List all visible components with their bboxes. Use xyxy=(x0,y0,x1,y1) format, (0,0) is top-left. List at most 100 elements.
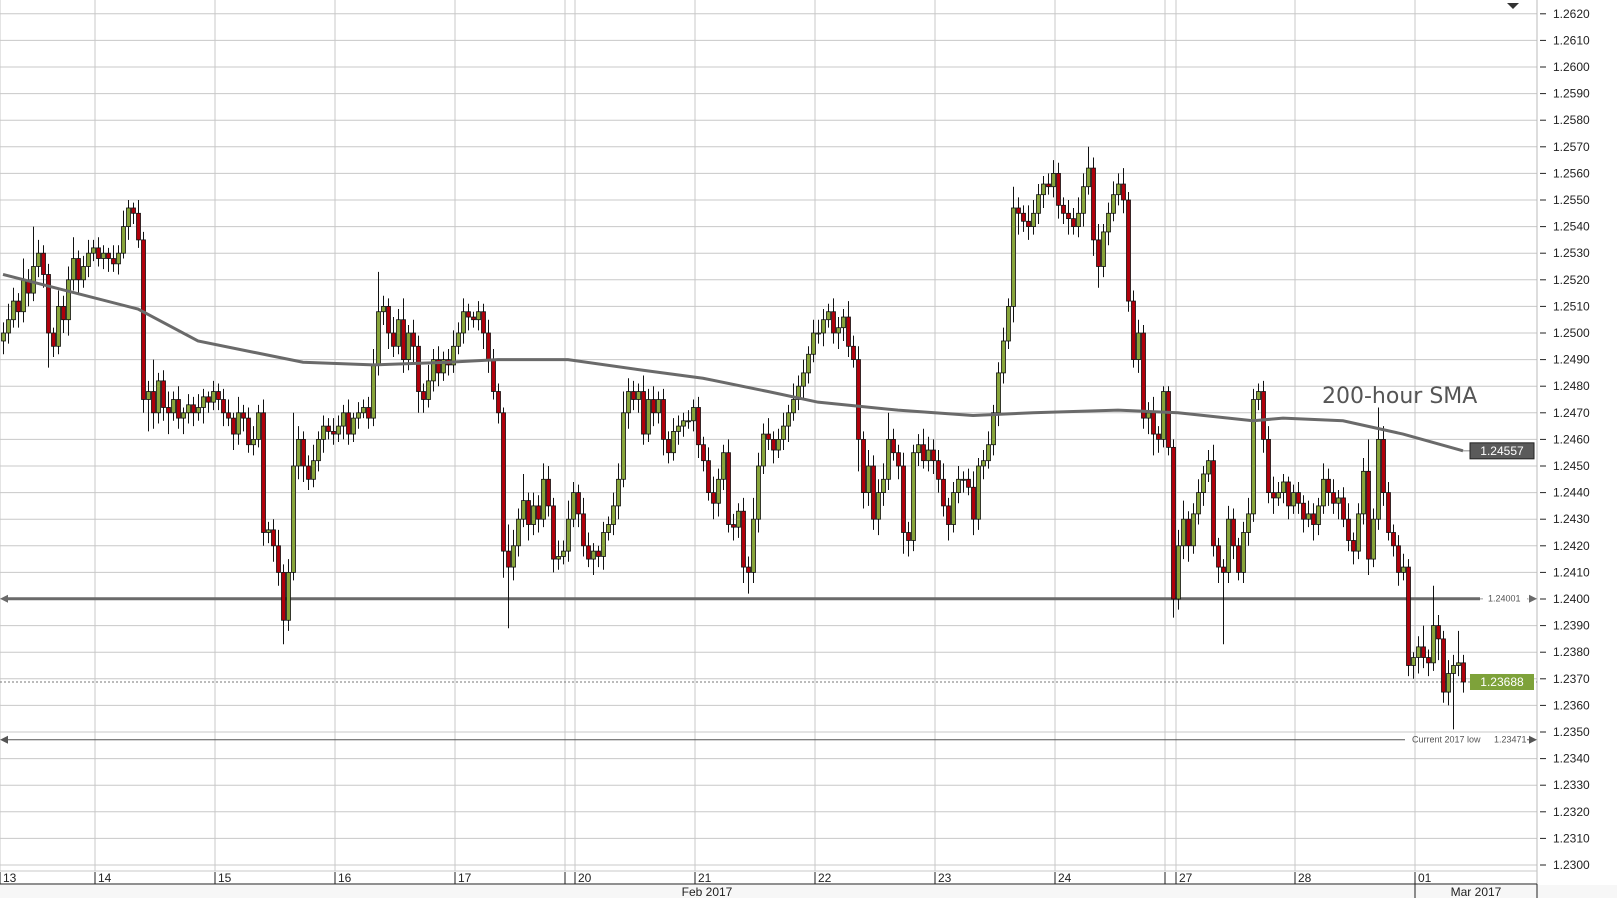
candle-body-down xyxy=(1026,220,1031,227)
candle-body-up xyxy=(451,345,456,366)
candle xyxy=(116,245,121,275)
candle-body-up xyxy=(1316,505,1321,525)
candle xyxy=(581,497,586,557)
candle xyxy=(461,298,466,344)
candle xyxy=(11,287,16,328)
candle-body-up xyxy=(1451,665,1456,674)
y-tick-label: 1.2340 xyxy=(1553,752,1590,766)
candle xyxy=(381,295,386,326)
candle-body-down xyxy=(61,305,66,321)
candle-body-up xyxy=(841,316,846,329)
candle xyxy=(651,386,656,427)
candle-body-up xyxy=(431,359,436,382)
candle xyxy=(451,330,456,373)
candle-body-down xyxy=(481,311,486,334)
candle xyxy=(1311,503,1316,541)
candle-body-down xyxy=(16,300,21,313)
candle-body-down xyxy=(871,465,876,520)
candle xyxy=(731,513,736,541)
candle xyxy=(741,497,746,584)
candle-body-up xyxy=(561,550,566,557)
candle xyxy=(501,407,506,578)
candle-body-up xyxy=(781,425,786,440)
candle xyxy=(721,444,726,490)
candle xyxy=(121,210,126,259)
candle-body-up xyxy=(1136,332,1141,361)
candle-body-down xyxy=(936,460,941,480)
candle xyxy=(251,426,256,456)
candle xyxy=(401,298,406,373)
candle xyxy=(1211,444,1216,557)
candle xyxy=(736,503,741,538)
candle-body-down xyxy=(1126,199,1131,302)
candle-body-up xyxy=(291,465,296,573)
candle-body-down xyxy=(46,274,51,334)
candle xyxy=(826,303,831,328)
candle xyxy=(541,463,546,528)
candle xyxy=(1246,497,1251,546)
candle-body-down xyxy=(971,486,976,520)
candle-body-up xyxy=(571,492,576,520)
candle xyxy=(1181,500,1186,560)
candle-body-up xyxy=(611,505,616,525)
candle-body-up xyxy=(1081,186,1086,214)
candle xyxy=(496,383,501,424)
x-tick-label: 23 xyxy=(938,871,952,885)
candle-body-up xyxy=(71,258,76,281)
candle-body-up xyxy=(1411,657,1416,666)
candle-body-up xyxy=(776,438,781,451)
candle-body-up xyxy=(91,247,96,254)
candle xyxy=(806,346,811,384)
candle xyxy=(191,396,196,427)
candle xyxy=(231,412,236,451)
candle-body-down xyxy=(1421,646,1426,658)
candle-body-up xyxy=(721,452,726,480)
candle-body-up xyxy=(1181,518,1186,547)
candle xyxy=(366,396,371,429)
candle-body-down xyxy=(221,399,226,414)
candle xyxy=(1111,181,1116,222)
x-tick-label: 20 xyxy=(578,871,592,885)
candle xyxy=(1371,508,1376,568)
candle xyxy=(546,466,551,517)
candle xyxy=(601,521,606,570)
candle xyxy=(136,200,141,248)
candle xyxy=(976,458,981,530)
candle-body-down xyxy=(496,391,501,414)
candle xyxy=(1031,200,1036,235)
candle-body-down xyxy=(1386,492,1391,533)
candle xyxy=(426,364,431,408)
candle-body-up xyxy=(1101,231,1106,267)
candle-body-down xyxy=(486,332,491,361)
candle-body-up xyxy=(761,433,766,467)
candle-body-up xyxy=(716,478,721,504)
candle xyxy=(1106,202,1111,246)
candle xyxy=(801,359,806,400)
candle-body-up xyxy=(441,359,446,374)
candle xyxy=(1461,654,1466,693)
candle-body-up xyxy=(21,279,26,313)
candle xyxy=(981,450,986,480)
price-axis[interactable]: 1.2300 1.2310 1.2320 1.2330 1.2340 1.2350 1.23… xyxy=(1469,7,1590,872)
candle-body-up xyxy=(836,327,841,334)
candle xyxy=(386,298,391,349)
candle-body-down xyxy=(906,532,911,541)
candle-body-down xyxy=(1331,492,1336,504)
x-tick-label: 28 xyxy=(1298,871,1312,885)
candle xyxy=(1036,184,1041,224)
candle-body-up xyxy=(101,252,106,259)
candle-body-up xyxy=(1036,194,1041,214)
candle xyxy=(1451,654,1456,730)
dropdown-triangle-icon[interactable] xyxy=(1507,3,1519,9)
grid xyxy=(0,0,1538,885)
candle xyxy=(906,521,911,557)
candle xyxy=(1131,290,1136,368)
candle-body-down xyxy=(466,311,471,318)
candle xyxy=(1196,479,1201,525)
candle-body-down xyxy=(1341,497,1346,520)
candle-body-up xyxy=(1041,183,1046,196)
candle-body-up xyxy=(521,500,526,520)
candle-body-up xyxy=(601,532,606,557)
time-axis[interactable]: 13 14 15 16 17 20 21 22 23 24 27 28 01 Feb 2017 Mar 20… xyxy=(0,871,1617,898)
candle-body-up xyxy=(866,465,871,494)
